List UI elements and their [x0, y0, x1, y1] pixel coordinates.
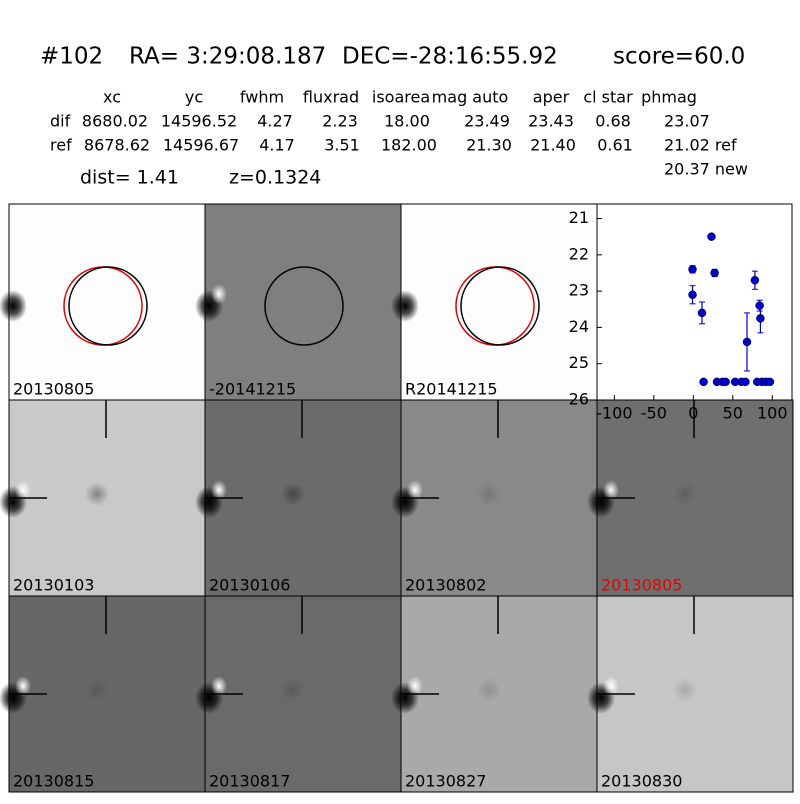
x-tick-label: -100 [596, 404, 632, 423]
point [755, 301, 764, 310]
y-tick-label: 22 [569, 244, 589, 263]
stamp-label: 20130802 [405, 576, 486, 595]
point [688, 290, 697, 299]
table-cell: 182.00 [381, 136, 437, 155]
point [741, 377, 750, 387]
table-cell: 14596.67 [163, 136, 239, 155]
stamp-label: 20130827 [405, 772, 486, 791]
column-header: yc [185, 88, 203, 107]
point [721, 377, 730, 387]
column-header: isoarea [372, 88, 430, 107]
point [710, 268, 719, 278]
x-tick-label: 0 [688, 404, 698, 423]
point [699, 377, 708, 387]
y-tick-label: 23 [569, 281, 589, 300]
candidate [673, 482, 697, 506]
column-header: cl star [583, 88, 633, 107]
y-tick-label: 21 [569, 208, 589, 227]
y-tick-label: 24 [569, 317, 589, 336]
candidate [477, 482, 501, 506]
dist: dist= 1.41 [80, 167, 179, 189]
x-tick-label: -50 [641, 404, 667, 423]
aperture [460, 266, 540, 346]
y-tick-label: 25 [569, 353, 589, 372]
stamp-label: 20130103 [13, 576, 94, 595]
x-tick-label: 100 [757, 404, 788, 423]
point [697, 308, 707, 318]
source-light [603, 676, 619, 696]
point [707, 232, 716, 241]
column-header: mag auto [432, 88, 509, 107]
table-cell: 21.40 [530, 136, 576, 155]
point [688, 265, 697, 274]
stamp-label: 20130815 [13, 772, 94, 791]
table-cell: 23.07 [664, 112, 710, 131]
table-cell: 21.02 ref [664, 136, 737, 155]
object-id: #102 [40, 44, 103, 70]
candidate [85, 482, 109, 506]
table-cell: dif [50, 112, 71, 131]
source-light [211, 480, 227, 500]
column-header: aper [533, 88, 570, 107]
stamp-label: 20130830 [601, 772, 682, 791]
point [765, 377, 775, 387]
stamp-label: 20130805 [13, 380, 94, 399]
redshift: z=0.1324 [229, 167, 321, 189]
score: score=60.0 [613, 44, 745, 70]
ra: RA= 3:29:08.187 [129, 44, 326, 70]
stamp-label: 20130817 [209, 772, 290, 791]
source-light [15, 676, 31, 696]
dec: DEC=-28:16:55.92 [342, 44, 558, 70]
point [742, 337, 752, 347]
table-cell: 8680.02 [82, 112, 148, 131]
table-cell: 4.17 [259, 136, 295, 155]
aperture [264, 266, 344, 346]
candidate [281, 678, 305, 702]
table-cell: 14596.52 [161, 112, 237, 131]
table-cell: 23.49 [464, 112, 510, 131]
point [756, 314, 765, 323]
source-dark [0, 290, 27, 322]
stamp-image [8, 203, 206, 401]
source-light [407, 480, 423, 500]
candidate [85, 678, 109, 702]
table-cell: 21.30 [466, 136, 512, 155]
column-header: phmag [641, 88, 697, 107]
x-tick-label: 50 [723, 404, 743, 423]
source-light [15, 480, 31, 500]
point [750, 275, 760, 285]
stamp-label: R20141215 [405, 380, 498, 399]
table-cell: ref [50, 136, 72, 155]
candidate [673, 678, 697, 702]
stamp-image [204, 203, 402, 401]
aperture [68, 266, 148, 346]
y-tick-label: 26 [569, 390, 589, 409]
candidate [281, 482, 305, 506]
candidate [477, 678, 501, 702]
column-header: fluxrad [303, 88, 359, 107]
source-light [407, 676, 423, 696]
table-cell: 23.43 [528, 112, 574, 131]
plot-area [596, 203, 793, 401]
stamp-label: 20130805 [601, 576, 682, 595]
table-cell: 18.00 [384, 112, 430, 131]
table-cell: 3.51 [324, 136, 360, 155]
table-cell: 0.61 [597, 136, 633, 155]
table-cell: 0.68 [595, 112, 631, 131]
column-header: fwhm [240, 88, 284, 107]
table-cell: 8678.62 [84, 136, 150, 155]
stamp-label: -20141215 [209, 380, 296, 399]
table-cell: 4.27 [257, 112, 293, 131]
source-light [603, 480, 619, 500]
table-cell: 2.23 [322, 112, 358, 131]
stamp-image [400, 203, 598, 401]
stamp-label: 20130106 [209, 576, 290, 595]
source-dark [391, 290, 419, 322]
source-light [211, 284, 227, 304]
source-light [211, 676, 227, 696]
note: 20.37 new [664, 160, 748, 179]
column-header: xc [103, 88, 121, 107]
